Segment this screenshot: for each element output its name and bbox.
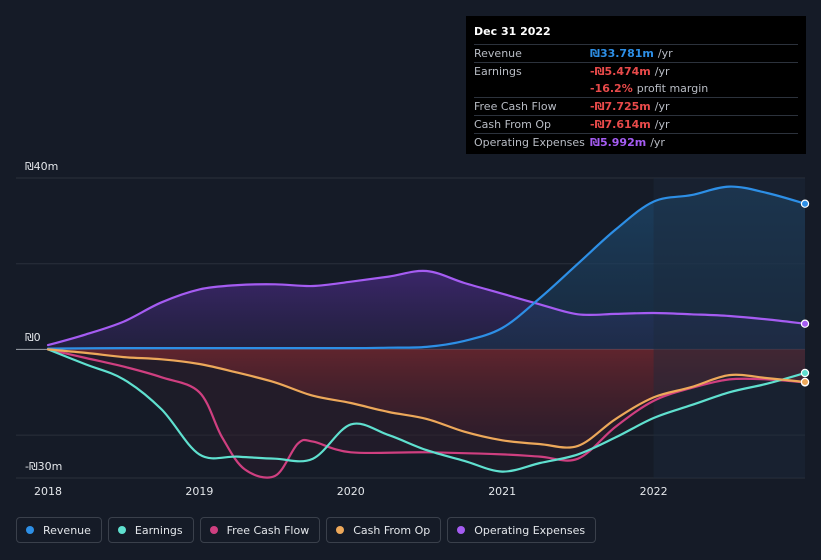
tooltip-value: -₪7.725m xyxy=(590,100,651,113)
tooltip-label: Earnings xyxy=(474,65,522,78)
legend-label: Operating Expenses xyxy=(474,523,586,537)
revenue-area xyxy=(48,186,805,350)
revenue-endpoint xyxy=(800,199,810,208)
tooltip-value: -₪5.474m xyxy=(590,65,651,78)
x-axis-labels: 2018 2019 2020 2021 2022 xyxy=(34,485,668,498)
legend-label: Cash From Op xyxy=(353,523,431,537)
series-lines xyxy=(46,185,807,479)
operating-expenses-line xyxy=(46,269,807,347)
tooltip-row-operating-expenses: Operating Expenses ₪5.992m /yr xyxy=(474,133,798,151)
legend-item-earnings[interactable]: Earnings xyxy=(107,517,194,543)
x-tick-label: 2020 xyxy=(337,485,365,498)
y-tick-label: ₪0 xyxy=(25,331,41,344)
legend-label: Earnings xyxy=(134,523,183,537)
tooltip-label: Operating Expenses xyxy=(474,136,585,149)
tooltip-unit: /yr xyxy=(654,118,670,131)
legend-item-free-cash-flow[interactable]: Free Cash Flow xyxy=(199,517,321,543)
legend-label: Revenue xyxy=(43,523,91,537)
earnings-area xyxy=(48,349,805,472)
y-tick-label: -₪30m xyxy=(25,460,62,473)
revenue-line xyxy=(46,185,807,350)
legend-label: Free Cash Flow xyxy=(226,523,310,537)
legend-item-operating-expenses[interactable]: Operating Expenses xyxy=(447,517,597,543)
tooltip-unit: /yr xyxy=(654,100,670,113)
y-axis-labels: ₪40m ₪0 -₪30m xyxy=(25,160,62,473)
earnings-endpoint xyxy=(800,368,810,378)
series-areas xyxy=(48,186,805,478)
x-tick-label: 2019 xyxy=(185,485,213,498)
tooltip-value: ₪5.992m xyxy=(590,136,647,149)
tooltip: Dec 31 2022 Revenue ₪33.781m /yr Earning… xyxy=(466,16,806,154)
tooltip-date: Dec 31 2022 xyxy=(474,25,551,38)
revenue-dot-icon xyxy=(26,526,34,534)
tooltip-unit: /yr xyxy=(654,65,670,78)
tooltip-value: -₪7.614m xyxy=(590,118,651,131)
tooltip-label: Cash From Op xyxy=(474,118,552,131)
y-tick-label: ₪40m xyxy=(25,160,58,173)
tooltip-unit: profit margin xyxy=(636,82,709,95)
tooltip-value: ₪33.781m xyxy=(590,47,654,60)
cash-from-op-area xyxy=(48,349,805,448)
tooltip-row-earnings: Earnings -₪5.474m /yr xyxy=(474,62,798,80)
x-tick-label: 2018 xyxy=(34,485,62,498)
earnings-dot-icon xyxy=(117,526,126,534)
tooltip-unit: /yr xyxy=(657,47,673,60)
cash-from-op-line xyxy=(46,348,807,449)
cash-from-op-endpoint xyxy=(800,377,810,387)
tooltip-row-free-cash-flow: Free Cash Flow -₪7.725m /yr xyxy=(474,97,798,115)
legend: Revenue Earnings Free Cash Flow Cash Fro… xyxy=(16,517,597,545)
tooltip-unit: /yr xyxy=(650,136,665,149)
operating-expenses-endpoint xyxy=(800,319,810,328)
tooltip-label: Revenue xyxy=(474,47,522,60)
highlight-band xyxy=(653,178,805,478)
earnings-line xyxy=(46,348,807,473)
tooltip-value: -16.2% xyxy=(590,82,633,95)
legend-item-revenue[interactable]: Revenue xyxy=(16,517,102,543)
tooltip-row-revenue: Revenue ₪33.781m /yr xyxy=(474,44,798,62)
free-cash-flow-line xyxy=(46,348,807,479)
tooltip-row-profit-margin: -16.2% profit margin xyxy=(474,80,798,97)
free-cash-flow-area xyxy=(48,349,805,478)
free-cash-flow-dot-icon xyxy=(209,526,218,534)
tooltip-row-cash-from-op: Cash From Op -₪7.614m /yr xyxy=(474,115,798,133)
operating-expenses-dot-icon xyxy=(457,526,466,534)
x-tick-label: 2021 xyxy=(488,485,516,498)
legend-item-cash-from-op[interactable]: Cash From Op xyxy=(326,517,442,543)
cash-from-op-dot-icon xyxy=(336,526,345,534)
x-tick-label: 2022 xyxy=(640,485,668,498)
tooltip-label: Free Cash Flow xyxy=(474,100,557,113)
series-endpoints xyxy=(800,199,810,387)
